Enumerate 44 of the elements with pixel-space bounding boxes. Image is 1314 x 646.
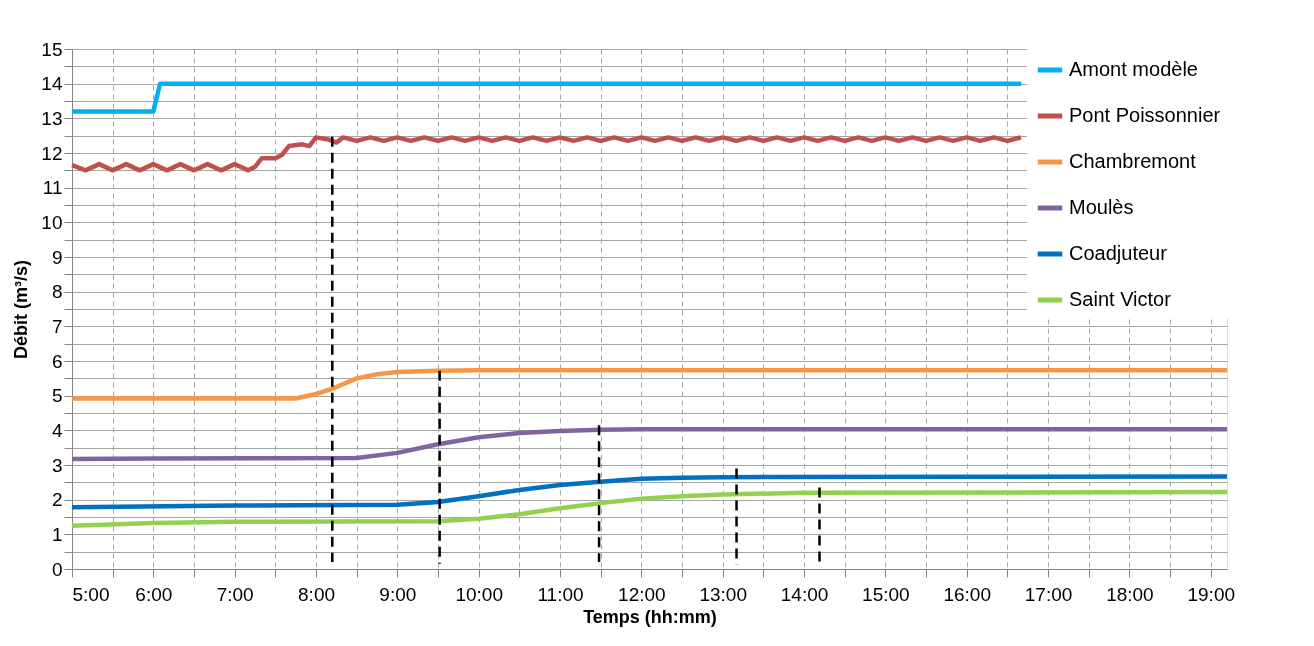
x-tick-label: 10:00 [455, 583, 503, 605]
x-tick-label: 19:00 [1187, 583, 1236, 605]
y-tick-label: 12 [41, 142, 63, 164]
x-tick-label: 12:00 [618, 583, 666, 605]
y-tick-label: 3 [51, 454, 63, 476]
x-axis-title: Temps (hh:mm) [583, 606, 717, 627]
y-tick-label: 6 [51, 350, 63, 372]
y-tick-label: 1 [51, 523, 63, 545]
legend-label: Pont Poissonnier [1069, 104, 1221, 126]
line-series [69, 489, 1230, 528]
x-tick-label: 16:00 [943, 583, 991, 605]
y-tick-label: 7 [51, 315, 63, 337]
y-tick-label: 9 [51, 246, 63, 268]
x-tick-label: 18:00 [1106, 583, 1154, 605]
x-tick-label: 9:00 [379, 583, 417, 605]
x-tick-label: 13:00 [699, 583, 747, 605]
y-tick-label: 15 [41, 38, 63, 60]
x-tick-label: 15:00 [862, 583, 910, 605]
y-tick-label: 13 [41, 107, 63, 129]
y-tick-label: 10 [41, 211, 63, 233]
x-tick-label: 7:00 [216, 583, 254, 605]
y-tick-label: 5 [51, 385, 63, 407]
line-series [69, 427, 1230, 462]
y-tick-label: 2 [51, 489, 63, 511]
line-series [69, 474, 1230, 510]
x-tick-label: 14:00 [780, 583, 829, 605]
line-series [69, 135, 1024, 173]
x-tick-label: 6:00 [135, 583, 173, 605]
legend-label: Coadjuteur [1069, 242, 1168, 264]
legend-label: Amont modèle [1069, 58, 1198, 80]
y-tick-label: 11 [42, 177, 63, 199]
y-tick-label: 8 [51, 281, 63, 303]
x-tick-label: 8:00 [298, 583, 336, 605]
line-series [69, 368, 1230, 401]
legend-label: Chambremont [1069, 150, 1197, 172]
x-tick-label: 11:00 [537, 583, 584, 605]
x-tick-label: 5:00 [72, 583, 110, 605]
y-tick-label: 4 [51, 419, 63, 441]
y-tick-label: 0 [51, 558, 63, 580]
x-tick-label: 17:00 [1024, 583, 1073, 605]
legend-label: Saint Victor [1069, 288, 1172, 310]
y-axis-title: Débit (m³/s) [11, 259, 32, 359]
legend-label: Moulès [1069, 196, 1134, 218]
y-tick-label: 14 [41, 73, 63, 95]
